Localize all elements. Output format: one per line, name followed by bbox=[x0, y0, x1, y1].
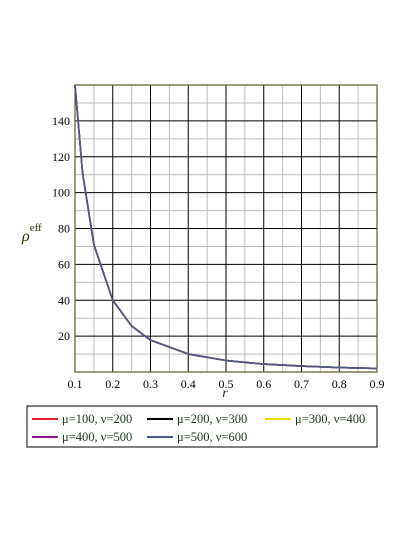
x-tick-labels: 0.1 0.2 0.3 0.4 0.5 0.6 0.7 0.8 0.9 bbox=[68, 377, 385, 391]
x-tick-label: 0.3 bbox=[143, 377, 158, 391]
x-tick-label: 0.1 bbox=[68, 377, 83, 391]
y-tick-label: 120 bbox=[52, 150, 70, 164]
legend-entry: μ=400, ν=500 bbox=[62, 430, 132, 444]
x-axis-label: r bbox=[222, 386, 228, 401]
y-axis-label: ρeff bbox=[21, 222, 42, 245]
plot-frame bbox=[74, 84, 378, 373]
x-tick-label: 0.8 bbox=[332, 377, 347, 391]
legend-entry: μ=100, ν=200 bbox=[62, 412, 132, 426]
legend: μ=100, ν=200 μ=200, ν=300 μ=300, ν=400 μ=40… bbox=[32, 412, 365, 444]
x-tick-label: 0.4 bbox=[181, 377, 196, 391]
y-tick-label: 60 bbox=[58, 257, 70, 271]
x-tick-label: 0.7 bbox=[294, 377, 309, 391]
y-tick-label: 100 bbox=[52, 186, 70, 200]
legend-entry: μ=500, ν=600 bbox=[177, 430, 247, 444]
y-tick-label: 20 bbox=[58, 329, 70, 343]
series-lines bbox=[74, 84, 378, 370]
y-axis-label-main: ρ bbox=[21, 228, 30, 245]
series-line bbox=[74, 84, 378, 370]
x-tick-label: 0.9 bbox=[370, 377, 385, 391]
legend-box bbox=[26, 405, 378, 448]
y-tick-label: 40 bbox=[58, 293, 70, 307]
y-tick-label: 140 bbox=[52, 114, 70, 128]
major-gridlines bbox=[74, 85, 378, 372]
x-tick-label: 0.5 bbox=[219, 377, 234, 391]
legend-entry: μ=300, ν=400 bbox=[295, 412, 365, 426]
y-axis-label-superscript: eff bbox=[30, 222, 42, 234]
x-tick-label: 0.2 bbox=[105, 377, 120, 391]
y-tick-labels: 20 40 60 80 100 120 140 bbox=[52, 114, 70, 343]
legend-entry: μ=200, ν=300 bbox=[177, 412, 247, 426]
y-tick-label: 80 bbox=[58, 222, 70, 236]
x-tick-label: 0.6 bbox=[256, 377, 271, 391]
